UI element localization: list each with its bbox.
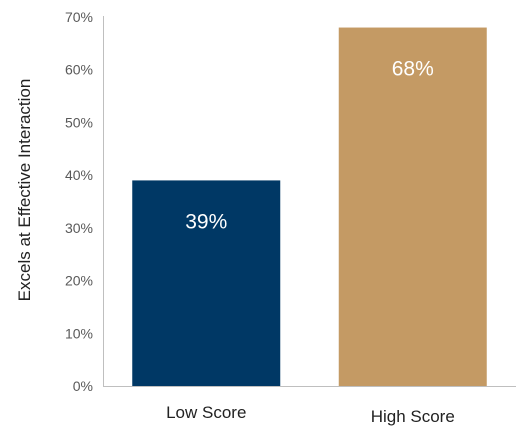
data-label: 39% xyxy=(185,210,227,233)
data-label: 68% xyxy=(392,58,434,81)
y-tick-label: 60% xyxy=(65,62,93,78)
y-tick-label: 70% xyxy=(65,9,93,25)
y-axis-title: Excels at Effective Interaction xyxy=(15,79,34,302)
y-tick-label: 10% xyxy=(65,325,93,341)
data-labels: 39% 68% xyxy=(185,58,434,234)
x-category-label: Low Score xyxy=(166,403,246,422)
y-tick-label: 40% xyxy=(65,167,93,183)
y-tick-label: 30% xyxy=(65,220,93,236)
bar-high-score xyxy=(338,27,487,387)
y-axis: 0% 10% 20% 30% 40% 50% 60% 70% xyxy=(65,9,93,394)
y-tick-label: 0% xyxy=(73,378,93,394)
y-tick-label: 20% xyxy=(65,273,93,289)
x-category-label: High Score xyxy=(371,407,455,426)
x-axis: Low Score High Score xyxy=(166,403,455,426)
bars xyxy=(132,27,487,387)
y-tick-label: 50% xyxy=(65,114,93,130)
bar-low-score xyxy=(132,180,281,386)
